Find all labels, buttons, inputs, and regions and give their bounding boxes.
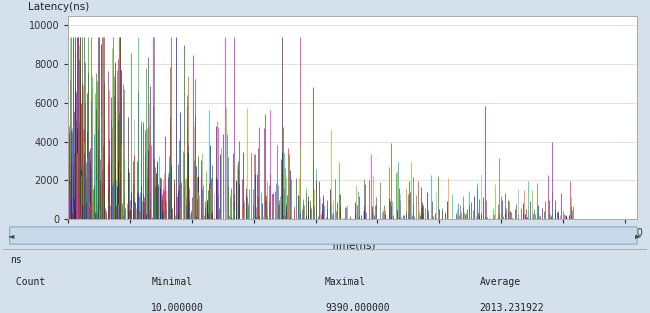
Text: ►: ► [635, 231, 642, 240]
Y-axis label: Latency(ns): Latency(ns) [29, 2, 90, 12]
Text: 10.000000: 10.000000 [151, 303, 204, 313]
Text: 2013.231922: 2013.231922 [480, 303, 544, 313]
Text: Maximal: Maximal [325, 277, 366, 287]
Text: 9390.000000: 9390.000000 [325, 303, 389, 313]
Text: ns: ns [10, 255, 21, 265]
X-axis label: Time(ns): Time(ns) [330, 241, 376, 251]
Text: Minimal: Minimal [151, 277, 192, 287]
FancyBboxPatch shape [10, 227, 637, 244]
Text: Count: Count [10, 277, 45, 287]
Text: ◄: ◄ [8, 231, 15, 240]
Text: Average: Average [480, 277, 521, 287]
